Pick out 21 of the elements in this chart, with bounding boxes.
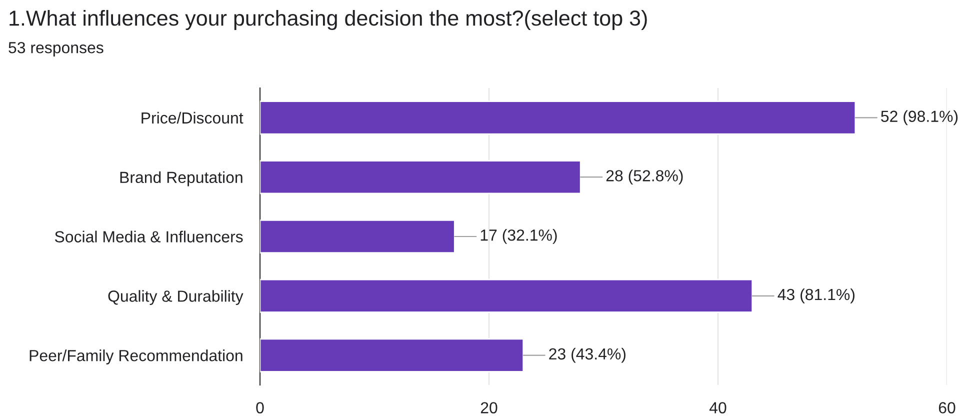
data-label: 28 (52.8%) [606, 170, 683, 185]
x-tick-label: 0 [256, 402, 264, 414]
bar [260, 160, 582, 194]
x-tick-label: 20 [480, 402, 498, 414]
y-tick-label: Price/Discount [142, 112, 244, 124]
data-label: 23 (43.4%) [549, 348, 626, 363]
data-label: 17 (32.1%) [480, 229, 557, 244]
x-tick-label: 40 [709, 402, 726, 414]
y-tick-label: Quality & Durability [108, 290, 244, 305]
y-tick-label: Brand Reputation [120, 171, 242, 186]
y-tick-label: Social Media & Influencers [54, 230, 243, 242]
x-tick-label: 60 [938, 402, 956, 414]
bar [260, 219, 456, 254]
chart-title: 1.What influences your purchasing decision the most?(select top 3) [10, 10, 647, 30]
y-tick-label: Peer/Family Recommendation [30, 350, 242, 364]
bar [260, 338, 524, 372]
data-label: 43 (81.1%) [778, 288, 854, 304]
text: 53 responses [8, 42, 104, 56]
data-label: 52 (98.1%) [881, 110, 958, 126]
bar [260, 100, 856, 135]
bar [260, 278, 754, 313]
